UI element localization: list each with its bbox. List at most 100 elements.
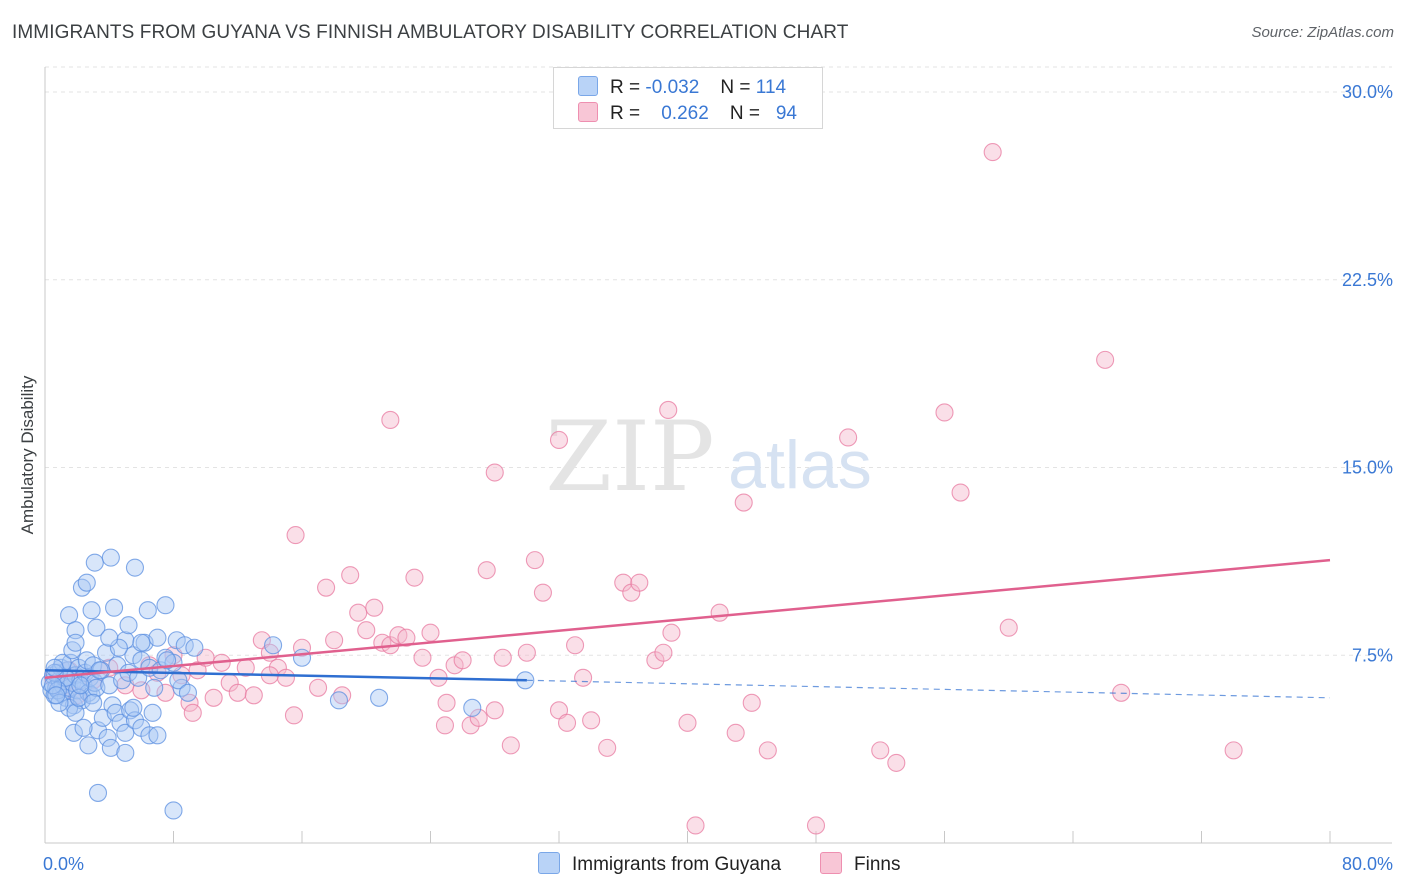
point-finns: [156, 683, 175, 702]
point-guyana: [169, 671, 188, 690]
point-finns: [517, 643, 536, 662]
point-guyana: [329, 691, 348, 710]
point-guyana: [79, 736, 98, 755]
point-finns: [292, 638, 312, 657]
point-finns: [325, 631, 344, 650]
point-finns: [286, 526, 305, 545]
legend-item-finns[interactable]: Finns: [820, 852, 900, 876]
point-finns: [871, 741, 890, 760]
point-finns: [365, 598, 384, 617]
point-finns: [598, 738, 617, 757]
legend-r-label: R =: [610, 103, 641, 124]
point-guyana: [178, 683, 198, 702]
point-finns: [477, 561, 496, 580]
legend-row-guyana: R = -0.032 N = 114: [578, 76, 786, 98]
trend-lines: [44, 558, 1331, 699]
watermark-zip: ZIP: [545, 401, 714, 513]
point-finns: [284, 706, 304, 725]
axes: [44, 67, 1392, 844]
point-guyana: [264, 636, 283, 655]
trend-line-finns: [44, 558, 1331, 680]
point-guyana: [84, 693, 103, 712]
point-finns: [469, 708, 488, 727]
point-guyana: [148, 628, 167, 647]
point-finns: [357, 621, 376, 640]
point-finns: [405, 568, 424, 587]
point-guyana: [105, 598, 124, 617]
point-guyana: [66, 621, 85, 640]
legend-n-value: 114: [755, 77, 787, 98]
point-finns: [276, 668, 295, 687]
point-guyana: [292, 648, 312, 667]
point-finns: [244, 686, 263, 705]
legend-label-finns: Finns: [854, 854, 901, 875]
point-guyana: [124, 698, 143, 717]
point-guyana: [82, 601, 101, 620]
point-finns: [678, 713, 697, 732]
point-finns: [983, 143, 1002, 162]
point-guyana: [145, 678, 164, 697]
point-finns: [654, 643, 673, 662]
point-guyana: [98, 728, 117, 747]
point-finns: [630, 573, 649, 592]
point-guyana: [60, 606, 79, 625]
x-tick-label-max: 80.0%: [1342, 854, 1393, 874]
point-guyana: [64, 723, 83, 742]
point-finns: [437, 693, 456, 712]
point-finns: [659, 400, 678, 419]
point-guyana: [72, 578, 91, 597]
point-guyana: [66, 633, 85, 652]
point-finns: [806, 816, 826, 835]
watermark-atlas: atlas: [728, 427, 872, 503]
point-finns: [317, 578, 336, 597]
point-guyana: [71, 676, 90, 695]
point-finns: [574, 668, 593, 687]
chart-title: IMMIGRANTS FROM GUYANA VS FINNISH AMBULA…: [12, 22, 849, 43]
point-guyana: [156, 596, 175, 615]
trend-line-guyana-extrapolated: [526, 679, 1331, 699]
source-label: Source: ZipAtlas.com: [1251, 24, 1394, 41]
point-finns: [549, 430, 569, 450]
x-tick-label-min: 0.0%: [43, 854, 84, 874]
point-finns: [453, 651, 472, 670]
point-guyana: [121, 701, 140, 720]
point-finns: [435, 716, 455, 735]
point-guyana: [74, 718, 93, 737]
point-finns: [421, 623, 440, 642]
point-finns: [381, 410, 400, 430]
point-guyana: [100, 628, 119, 647]
point-finns: [525, 551, 544, 570]
point-finns: [935, 403, 954, 422]
point-finns: [349, 603, 368, 622]
point-guyana: [87, 618, 106, 637]
point-guyana: [109, 638, 128, 657]
series-legend: Immigrants from Guyana Finns: [0, 852, 1406, 878]
point-guyana: [66, 703, 85, 722]
point-finns: [1224, 741, 1243, 760]
trend-line-guyana: [44, 669, 527, 682]
point-guyana: [132, 633, 151, 652]
point-finns: [397, 628, 416, 647]
point-finns: [341, 566, 360, 585]
point-finns: [662, 623, 681, 642]
point-guyana: [185, 638, 204, 657]
y-tick-label: 30.0%: [1342, 82, 1393, 102]
point-guyana: [119, 616, 138, 635]
point-finns: [999, 618, 1018, 637]
point-guyana: [111, 713, 130, 732]
legend-n-label: N =: [729, 103, 761, 124]
point-guyana: [101, 738, 120, 757]
point-guyana: [164, 801, 183, 820]
legend-r-value: -0.032: [645, 77, 700, 98]
legend-item-guyana[interactable]: Immigrants from Guyana: [538, 852, 781, 876]
legend-n-value: 94: [775, 103, 797, 124]
point-guyana: [463, 698, 482, 717]
point-guyana: [143, 703, 162, 722]
watermark: ZIP atlas: [545, 401, 871, 513]
point-finns: [951, 483, 970, 502]
point-finns: [582, 711, 601, 730]
point-finns: [726, 723, 745, 742]
grid-lines: [45, 66, 1392, 656]
legend-r-value: 0.262: [661, 103, 709, 124]
legend-swatch-guyana: [578, 76, 598, 96]
